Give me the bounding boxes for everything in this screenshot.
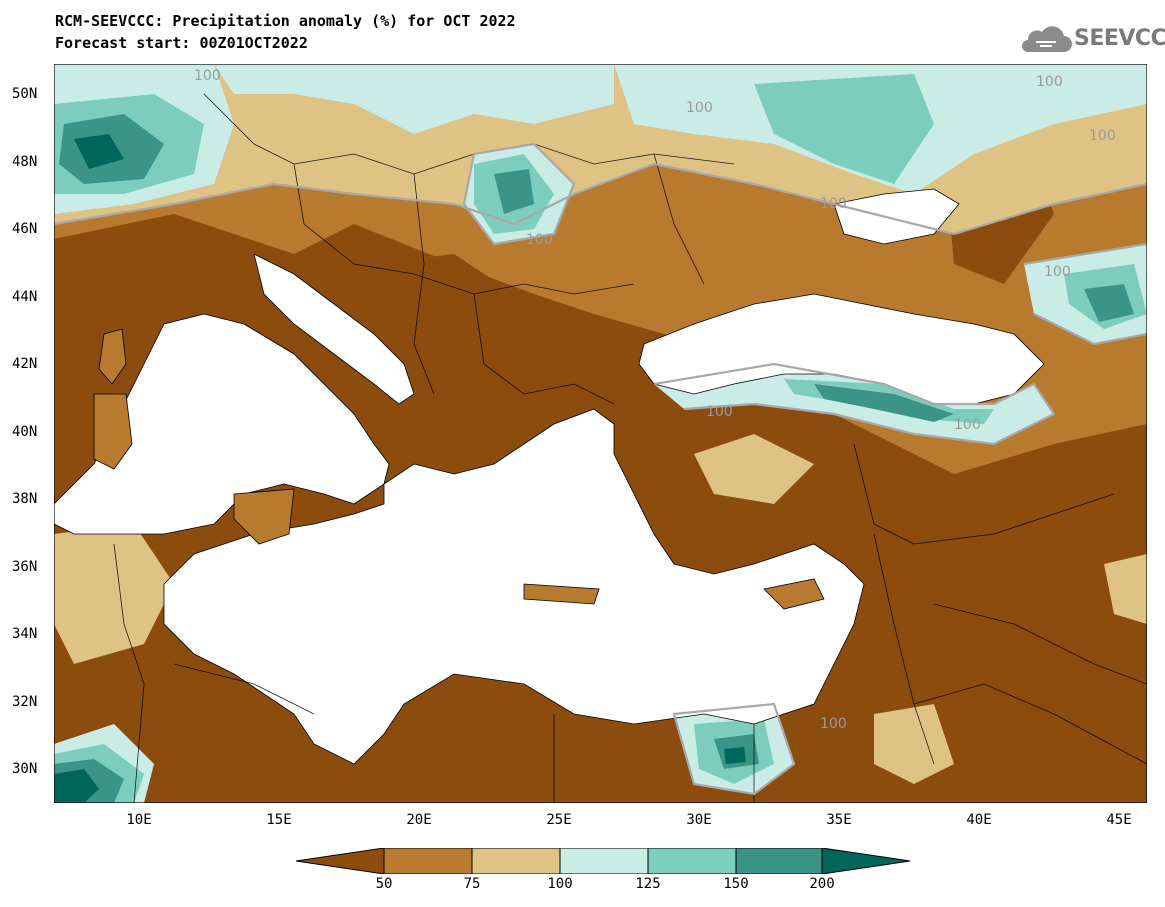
x-tick-label: 45E (1106, 812, 1132, 828)
colorbar-segment-150-200 (735, 848, 823, 874)
contour-label: 100 (706, 404, 733, 420)
colorbar-segment-100-125 (559, 848, 649, 874)
cyprus (763, 578, 825, 610)
contour-label: 100 (1089, 128, 1116, 144)
cloud-icon (1022, 26, 1072, 52)
y-tick-label: 34N (12, 626, 38, 642)
sardinia (93, 393, 133, 470)
islands (93, 328, 825, 610)
colorbar-segment-75-100 (471, 848, 561, 874)
colorbar-label: 50 (375, 876, 393, 892)
x-tick-label: 25E (546, 812, 572, 828)
colorbar-label: 200 (809, 876, 835, 892)
map-subtitle: Forecast start: 00Z01OCT2022 (55, 34, 308, 52)
contour-label: 100 (526, 232, 553, 248)
y-tick-label: 36N (12, 559, 38, 575)
y-tick-label: 40N (12, 424, 38, 440)
colorbar-label: 125 (635, 876, 661, 892)
contour-label: 100 (820, 196, 847, 212)
seas (54, 188, 1045, 765)
y-tick-label: 50N (12, 86, 38, 102)
colorbar-label: 100 (547, 876, 573, 892)
adriatic-sea (253, 253, 415, 405)
x-tick-label: 20E (406, 812, 432, 828)
y-tick-label: 46N (12, 221, 38, 237)
contour-label: 100 (954, 417, 981, 433)
x-tick-label: 30E (686, 812, 712, 828)
logo-text: SEEVCCC (1074, 26, 1165, 51)
black-sea (638, 293, 1045, 405)
y-tick-label: 42N (12, 356, 38, 372)
contour-label: 100 (1044, 264, 1071, 280)
colorbar-segment-gt200 (821, 848, 910, 874)
sea-of-azov (833, 188, 960, 245)
contour-label: 100 (686, 100, 713, 116)
y-tick-label: 38N (12, 491, 38, 507)
contour-label: 100 (194, 68, 221, 84)
contour-labels: 100 100 100 100 100 100 100 100 100 100 (194, 68, 1116, 732)
map-title: RCM-SEEVCCC: Precipitation anomaly (%) f… (55, 12, 516, 30)
contour-100 (54, 142, 1147, 796)
wet-zones-extreme (54, 134, 746, 803)
x-tick-label: 35E (826, 812, 852, 828)
x-tick-label: 10E (126, 812, 152, 828)
colorbar-label: 150 (723, 876, 749, 892)
mediterranean-sea (163, 408, 865, 765)
corsica (98, 328, 127, 385)
seevccc-logo: SEEVCCC (1018, 22, 1165, 56)
contour-label: 100 (1036, 74, 1063, 90)
country-borders (113, 93, 1147, 803)
sicily (233, 488, 295, 545)
colorbar-label: 75 (463, 876, 481, 892)
contour-label: 100 (820, 716, 847, 732)
crete (523, 583, 600, 605)
y-tick-label: 32N (12, 694, 38, 710)
y-tick-label: 48N (12, 154, 38, 170)
x-tick-label: 15E (266, 812, 292, 828)
colorbar-segment-125-150 (647, 848, 737, 874)
colorbar (296, 848, 910, 874)
x-tick-label: 40E (966, 812, 992, 828)
anomaly-map: 100 100 100 100 100 100 100 100 100 100 (54, 64, 1147, 803)
y-tick-label: 30N (12, 761, 38, 777)
colorbar-segment-50-75 (383, 848, 473, 874)
colorbar-segment-lt50 (296, 848, 385, 874)
y-tick-label: 44N (12, 289, 38, 305)
